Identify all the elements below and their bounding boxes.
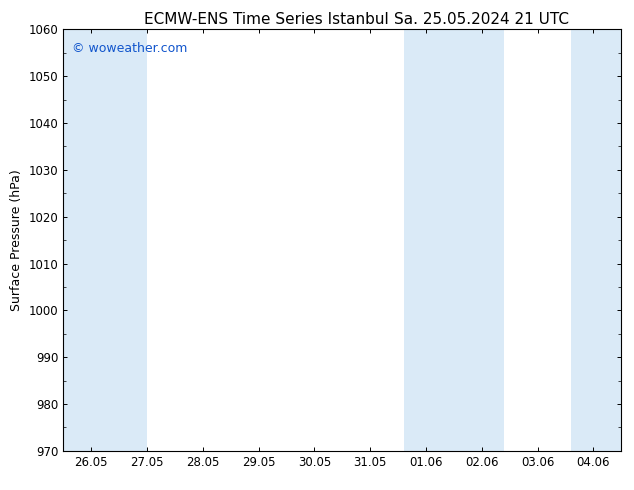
- Text: © woweather.com: © woweather.com: [72, 42, 187, 55]
- Y-axis label: Surface Pressure (hPa): Surface Pressure (hPa): [10, 169, 23, 311]
- Text: ECMW-ENS Time Series Istanbul: ECMW-ENS Time Series Istanbul: [144, 12, 389, 27]
- Bar: [404, 29, 504, 451]
- Bar: [63, 29, 147, 451]
- Text: Sa. 25.05.2024 21 UTC: Sa. 25.05.2024 21 UTC: [394, 12, 569, 27]
- Bar: [571, 29, 634, 451]
